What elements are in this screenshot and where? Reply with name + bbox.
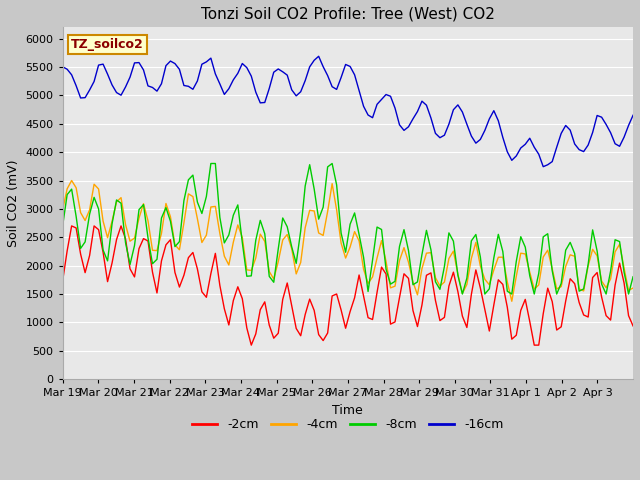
Y-axis label: Soil CO2 (mV): Soil CO2 (mV) [7, 159, 20, 247]
Legend: -2cm, -4cm, -8cm, -16cm: -2cm, -4cm, -8cm, -16cm [187, 413, 509, 436]
Text: TZ_soilco2: TZ_soilco2 [71, 38, 144, 51]
Title: Tonzi Soil CO2 Profile: Tree (West) CO2: Tonzi Soil CO2 Profile: Tree (West) CO2 [201, 7, 495, 22]
X-axis label: Time: Time [332, 404, 364, 417]
